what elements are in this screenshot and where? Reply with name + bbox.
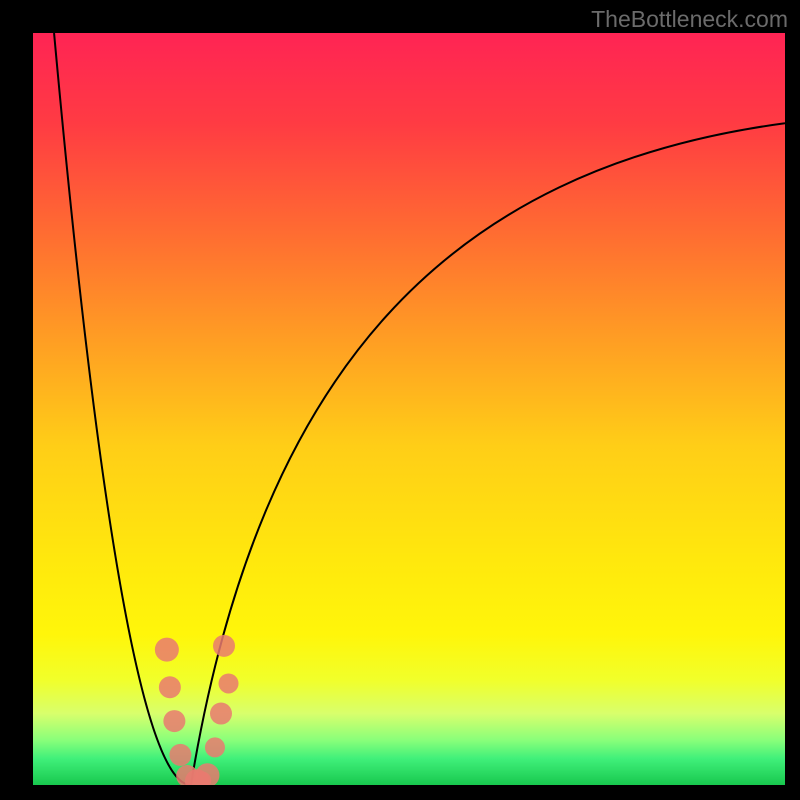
stage: TheBottleneck.com bbox=[0, 0, 800, 800]
data-marker bbox=[210, 703, 232, 725]
data-marker bbox=[155, 638, 179, 662]
data-marker bbox=[213, 635, 235, 657]
data-marker bbox=[169, 744, 191, 766]
data-marker bbox=[159, 676, 181, 698]
brand-label: TheBottleneck.com bbox=[591, 6, 788, 33]
data-marker bbox=[205, 737, 225, 757]
data-marker bbox=[193, 771, 211, 789]
data-marker bbox=[163, 710, 185, 732]
data-marker bbox=[219, 673, 239, 693]
chart-svg bbox=[0, 0, 800, 800]
